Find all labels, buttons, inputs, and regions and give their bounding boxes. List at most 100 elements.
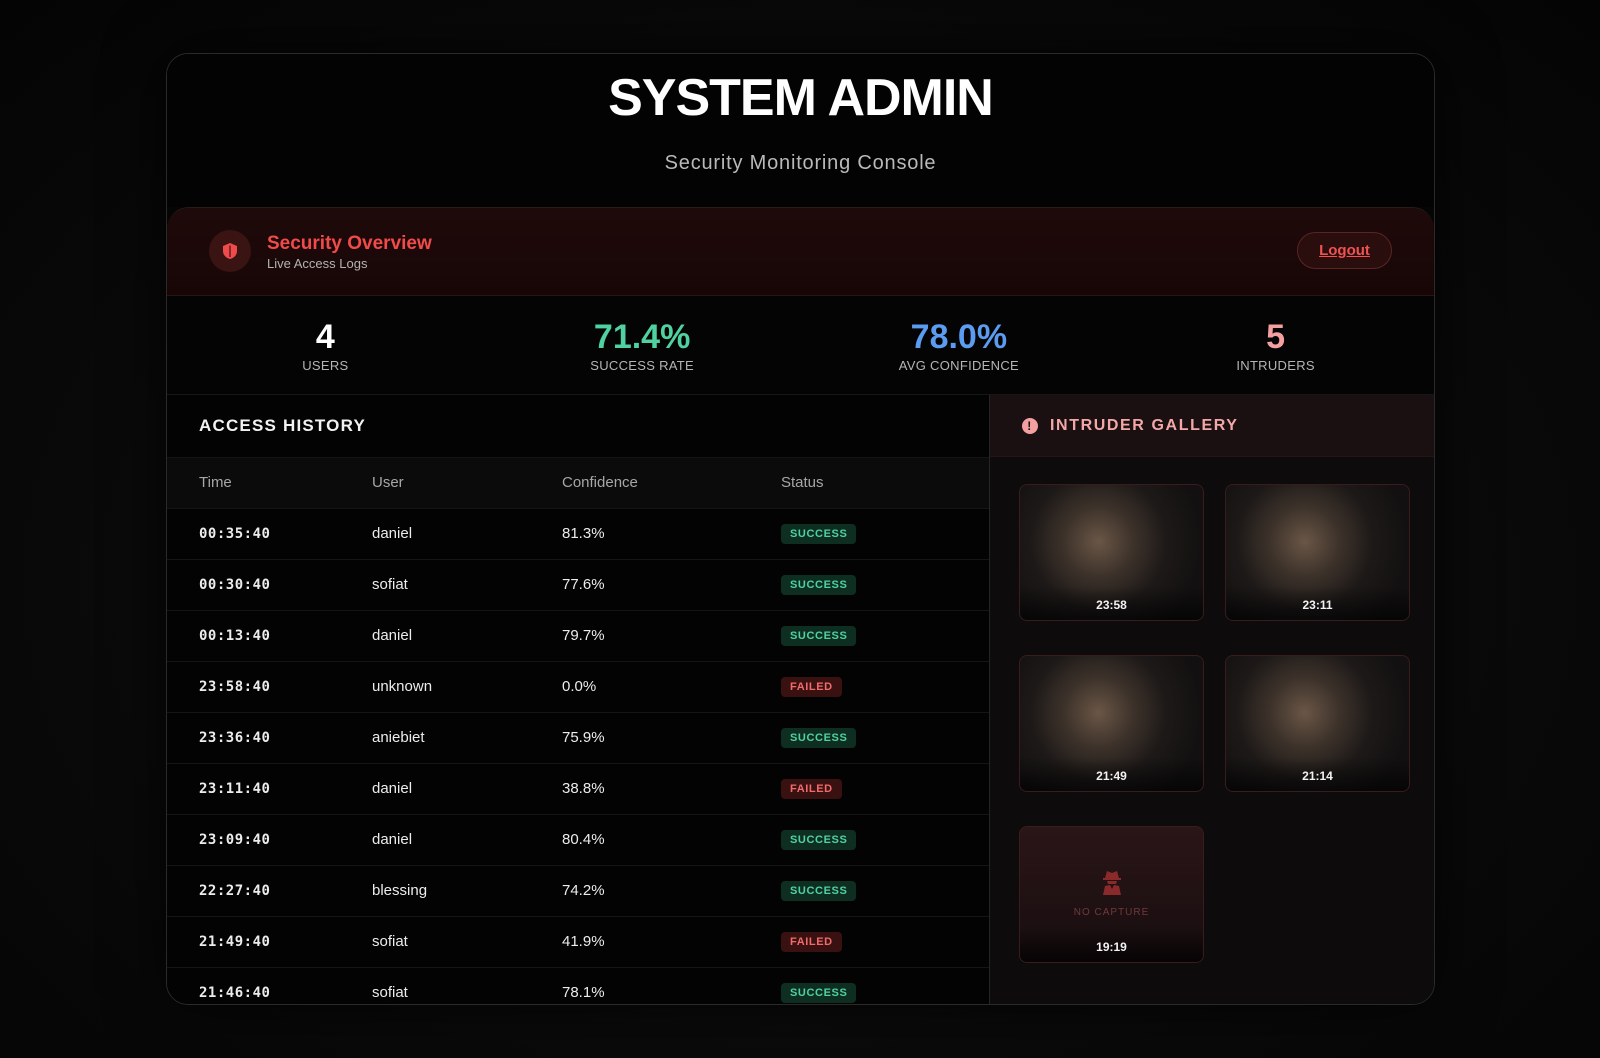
table-row: 23:09:40 daniel 80.4% SUCCESS — [167, 814, 989, 865]
cell-status: FAILED — [781, 916, 989, 967]
column-header-confidence[interactable]: Confidence — [562, 474, 638, 492]
logout-button[interactable]: Logout — [1297, 232, 1392, 269]
cell-confidence: 74.2% — [562, 882, 605, 899]
stat-value: 4 — [315, 318, 335, 356]
cell-status: SUCCESS — [781, 712, 989, 763]
cell-status: SUCCESS — [781, 967, 989, 1004]
status-badge: SUCCESS — [781, 829, 857, 850]
stat-avg-confidence: 78.0% AVG CONFIDENCE — [801, 296, 1118, 394]
capture-time: 21:14 — [1226, 757, 1409, 791]
cell-status: SUCCESS — [781, 508, 989, 559]
cell-time: 00:35:40 — [199, 525, 271, 542]
cell-confidence: 79.7% — [562, 627, 605, 644]
cell-time: 22:27:40 — [199, 882, 271, 899]
intruder-no-capture[interactable]: NO CAPTURE 19:19 — [1019, 826, 1204, 963]
status-badge: SUCCESS — [781, 625, 857, 646]
cell-time: 23:11:40 — [199, 780, 271, 797]
shield-icon — [209, 230, 251, 272]
cell-status: SUCCESS — [781, 559, 989, 610]
user-secret-icon — [1100, 869, 1124, 900]
page-subtitle: Security Monitoring Console — [664, 152, 937, 174]
stat-value: 71.4% — [593, 318, 691, 356]
hero-header: SYSTEM ADMIN Security Monitoring Console — [167, 54, 1434, 207]
stat-label: SUCCESS RATE — [590, 358, 695, 373]
cell-status: SUCCESS — [781, 814, 989, 865]
intruder-gallery-header: ! INTRUDER GALLERY — [990, 395, 1434, 457]
intruder-capture[interactable]: 23:11 — [1225, 484, 1410, 621]
stat-value: 5 — [1266, 318, 1286, 356]
stat-label: AVG CONFIDENCE — [898, 358, 1019, 373]
cell-time: 21:49:40 — [199, 933, 271, 950]
table-row: 00:35:40 daniel 81.3% SUCCESS — [167, 508, 989, 559]
status-badge: FAILED — [781, 778, 842, 799]
table-row: 00:13:40 daniel 79.7% SUCCESS — [167, 610, 989, 661]
cell-confidence: 80.4% — [562, 831, 605, 848]
content-row: ACCESS HISTORY Time User Confidence Stat… — [167, 395, 1434, 1004]
access-history-rows: 00:35:40 daniel 81.3% SUCCESS 00:30:40 sofiat… — [167, 508, 989, 1004]
stat-label: USERS — [302, 358, 349, 373]
cell-confidence: 81.3% — [562, 525, 605, 542]
stat-intruders: 5 INTRUDERS — [1117, 296, 1434, 394]
cell-user: sofiat — [372, 933, 408, 950]
cell-time: 00:13:40 — [199, 627, 271, 644]
column-header-user[interactable]: User — [372, 474, 404, 492]
status-badge: FAILED — [781, 931, 842, 952]
cell-user: daniel — [372, 780, 413, 797]
cell-confidence: 75.9% — [562, 729, 605, 746]
overview-subtitle: Live Access Logs — [267, 256, 368, 271]
status-badge: SUCCESS — [781, 880, 857, 901]
capture-time: 23:58 — [1020, 586, 1203, 620]
page-title: SYSTEM ADMIN — [608, 69, 994, 127]
access-history-title: ACCESS HISTORY — [167, 395, 989, 458]
cell-user: daniel — [372, 627, 413, 644]
status-badge: SUCCESS — [781, 574, 857, 595]
cell-confidence: 77.6% — [562, 576, 605, 593]
access-history-panel: ACCESS HISTORY Time User Confidence Stat… — [167, 395, 990, 1004]
cell-user: sofiat — [372, 984, 408, 1002]
table-row: 23:11:40 daniel 38.8% FAILED — [167, 763, 989, 814]
status-badge: FAILED — [781, 676, 842, 697]
no-capture-label: NO CAPTURE — [1073, 907, 1150, 918]
cell-status: SUCCESS — [781, 865, 989, 916]
table-row: 00:30:40 sofiat 77.6% SUCCESS — [167, 559, 989, 610]
cell-status: FAILED — [781, 661, 989, 712]
intruder-gallery-title: INTRUDER GALLERY — [1050, 416, 1239, 434]
status-badge: SUCCESS — [781, 523, 857, 544]
intruder-grid: 23:58 23:11 21:49 21:14 NO CAPTURE 19:19 — [990, 457, 1434, 963]
stat-success-rate: 71.4% SUCCESS RATE — [484, 296, 801, 394]
stat-value: 78.0% — [910, 318, 1008, 356]
cell-user: daniel — [372, 525, 413, 542]
cell-time: 23:09:40 — [199, 831, 271, 848]
table-row: 21:46:40 sofiat 78.1% SUCCESS — [167, 967, 989, 1004]
intruder-capture[interactable]: 21:49 — [1019, 655, 1204, 792]
cell-user: aniebiet — [372, 729, 425, 746]
cell-time: 23:36:40 — [199, 729, 271, 746]
capture-time: 19:19 — [1020, 928, 1203, 962]
stats-bar: 4 USERS 71.4% SUCCESS RATE 78.0% AVG CON… — [167, 296, 1434, 395]
table-row: 23:36:40 aniebiet 75.9% SUCCESS — [167, 712, 989, 763]
capture-time: 23:11 — [1226, 586, 1409, 620]
cell-confidence: 0.0% — [562, 678, 597, 695]
intruder-capture[interactable]: 23:58 — [1019, 484, 1204, 621]
table-row: 23:58:40 unknown 0.0% FAILED — [167, 661, 989, 712]
cell-time: 23:58:40 — [199, 678, 271, 695]
capture-time: 21:49 — [1020, 757, 1203, 791]
status-badge: SUCCESS — [781, 982, 857, 1003]
cell-status: FAILED — [781, 763, 989, 814]
cell-time: 00:30:40 — [199, 576, 271, 593]
stat-users: 4 USERS — [167, 296, 484, 394]
cell-user: daniel — [372, 831, 413, 848]
table-header-row: Time User Confidence Status — [167, 458, 989, 508]
cell-status: SUCCESS — [781, 610, 989, 661]
cell-user: sofiat — [372, 576, 408, 593]
intruder-capture[interactable]: 21:14 — [1225, 655, 1410, 792]
overview-title: Security Overview — [267, 233, 432, 254]
admin-console: SYSTEM ADMIN Security Monitoring Console… — [166, 53, 1435, 1005]
cell-confidence: 78.1% — [562, 984, 605, 1002]
column-header-time[interactable]: Time — [199, 474, 232, 492]
stat-label: INTRUDERS — [1236, 358, 1315, 373]
column-header-status[interactable]: Status — [781, 474, 824, 492]
cell-user: blessing — [372, 882, 428, 899]
access-history-table: Time User Confidence Status 00:35:40 dani… — [167, 458, 989, 1004]
overview-header: Security Overview Live Access Logs Logou… — [167, 208, 1434, 296]
